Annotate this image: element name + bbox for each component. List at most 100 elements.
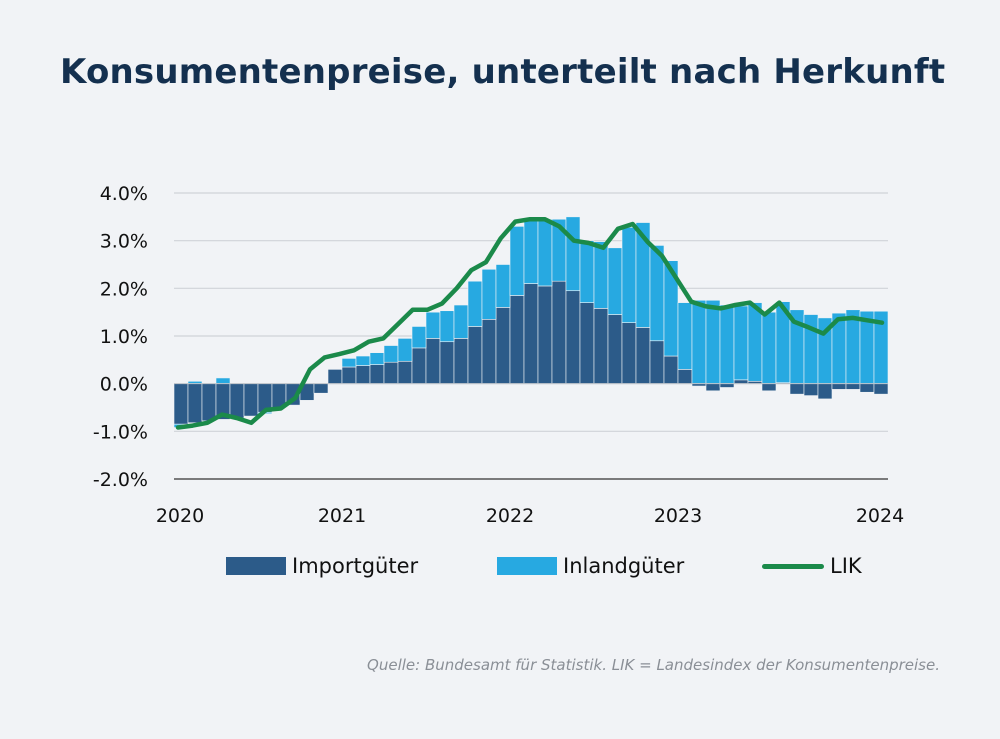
inland-bar <box>677 302 693 370</box>
import-bars <box>173 280 889 425</box>
import-bar <box>313 383 329 394</box>
import-bar <box>607 314 623 384</box>
legend-item-import: Importgüter <box>226 554 418 578</box>
import-bar <box>397 360 413 384</box>
inland-bar <box>509 226 525 296</box>
lik-line <box>175 216 885 430</box>
x-tick-label: 2024 <box>856 505 904 527</box>
import-bar <box>229 383 245 419</box>
import-bar <box>635 327 651 384</box>
import-bar <box>579 302 595 384</box>
x-tick-label: 2022 <box>486 505 534 527</box>
y-tick-label: 4.0% <box>100 183 148 205</box>
import-bar <box>201 383 217 422</box>
inland-bar <box>607 247 623 315</box>
import-bar <box>411 347 427 384</box>
import-bar <box>355 365 371 384</box>
inland-bar <box>495 264 511 308</box>
inland-bar <box>593 241 609 309</box>
import-bar <box>593 308 609 384</box>
import-bar <box>649 340 665 384</box>
inland-bar <box>425 311 441 339</box>
inland-bar <box>383 345 399 363</box>
legend-label-lik: LIK <box>830 554 862 578</box>
inland-bar <box>621 227 637 323</box>
y-tick-labels: -2.0% -1.0% 0.0% 1.0% 2.0% 3.0% 4.0% <box>93 183 148 491</box>
inland-bar <box>341 358 357 368</box>
import-bar <box>705 383 721 392</box>
import-bar <box>761 383 777 392</box>
import-bar <box>663 355 679 384</box>
inland-bar <box>733 305 749 381</box>
inland-bar <box>705 299 721 384</box>
inland-bar <box>467 280 483 327</box>
import-bar <box>243 383 259 417</box>
import-bar <box>523 283 539 384</box>
inland-bar <box>439 310 455 343</box>
import-bar <box>537 285 553 384</box>
import-bar <box>845 383 861 390</box>
inland-bars <box>173 216 889 428</box>
y-tick-label: -2.0% <box>93 469 148 491</box>
legend-label-import: Importgüter <box>292 554 419 578</box>
legend-item-inland: Inlandgüter <box>497 554 684 578</box>
y-tick-label: 2.0% <box>100 278 148 300</box>
import-bar <box>677 369 693 384</box>
y-tick-label: 3.0% <box>100 231 148 253</box>
legend-swatch-import <box>226 557 286 575</box>
import-bar <box>859 383 875 393</box>
import-bar <box>495 307 511 384</box>
legend: Importgüter Inlandgüter LIK <box>0 548 1000 588</box>
legend-label-inland: Inlandgüter <box>563 554 685 578</box>
x-tick-labels: 2020 2021 2022 2023 2024 <box>156 505 904 527</box>
import-bar <box>551 280 567 384</box>
chart: -2.0%-1.0%0.0%1.0%2.0%3.0%4.0% 2020 2021 2… <box>93 183 904 527</box>
import-bar <box>481 319 497 384</box>
chart-title: Konsumentenpreise, unterteilt nach Herku… <box>60 52 946 92</box>
import-bar <box>439 341 455 384</box>
import-bar <box>467 326 483 384</box>
import-bar <box>383 361 399 384</box>
import-bar <box>817 383 833 400</box>
import-bar <box>789 383 805 395</box>
inland-bar <box>691 299 707 384</box>
y-tick-label: 0.0% <box>100 374 148 396</box>
import-bar <box>173 383 189 425</box>
source-note: Quelle: Bundesamt für Statistik. LIK = L… <box>367 656 940 674</box>
inland-bar <box>369 352 385 365</box>
import-bar <box>803 383 819 396</box>
inland-bar <box>481 268 497 320</box>
inland-bar <box>411 326 427 349</box>
inland-bar <box>355 355 371 366</box>
axes <box>174 383 888 480</box>
import-bar <box>621 322 637 384</box>
inland-bar <box>397 338 413 362</box>
inland-bar <box>579 240 595 303</box>
import-bar <box>187 383 203 424</box>
inland-bar <box>523 219 539 284</box>
lik-line-group <box>175 216 885 430</box>
x-tick-label: 2020 <box>156 505 204 527</box>
inland-bar <box>719 304 735 384</box>
x-tick-label: 2023 <box>654 505 702 527</box>
inland-bar <box>761 311 777 384</box>
inland-bar <box>453 304 469 339</box>
import-bar <box>873 383 889 395</box>
inland-bar <box>565 216 581 292</box>
inland-bar <box>747 302 763 382</box>
legend-swatch-inland <box>497 557 557 575</box>
import-bar <box>327 369 343 384</box>
import-bar <box>341 366 357 384</box>
import-bar <box>733 379 749 384</box>
legend-item-lik: LIK <box>762 554 862 578</box>
y-tick-label: -1.0% <box>93 421 148 443</box>
import-bar <box>565 290 581 384</box>
inland-bar <box>215 377 231 384</box>
import-bar <box>509 295 525 384</box>
x-tick-label: 2021 <box>318 505 366 527</box>
inland-bar <box>537 218 553 287</box>
y-tick-label: 1.0% <box>100 326 148 348</box>
import-bar <box>719 383 735 388</box>
import-bar <box>425 338 441 384</box>
import-bar <box>831 383 847 390</box>
